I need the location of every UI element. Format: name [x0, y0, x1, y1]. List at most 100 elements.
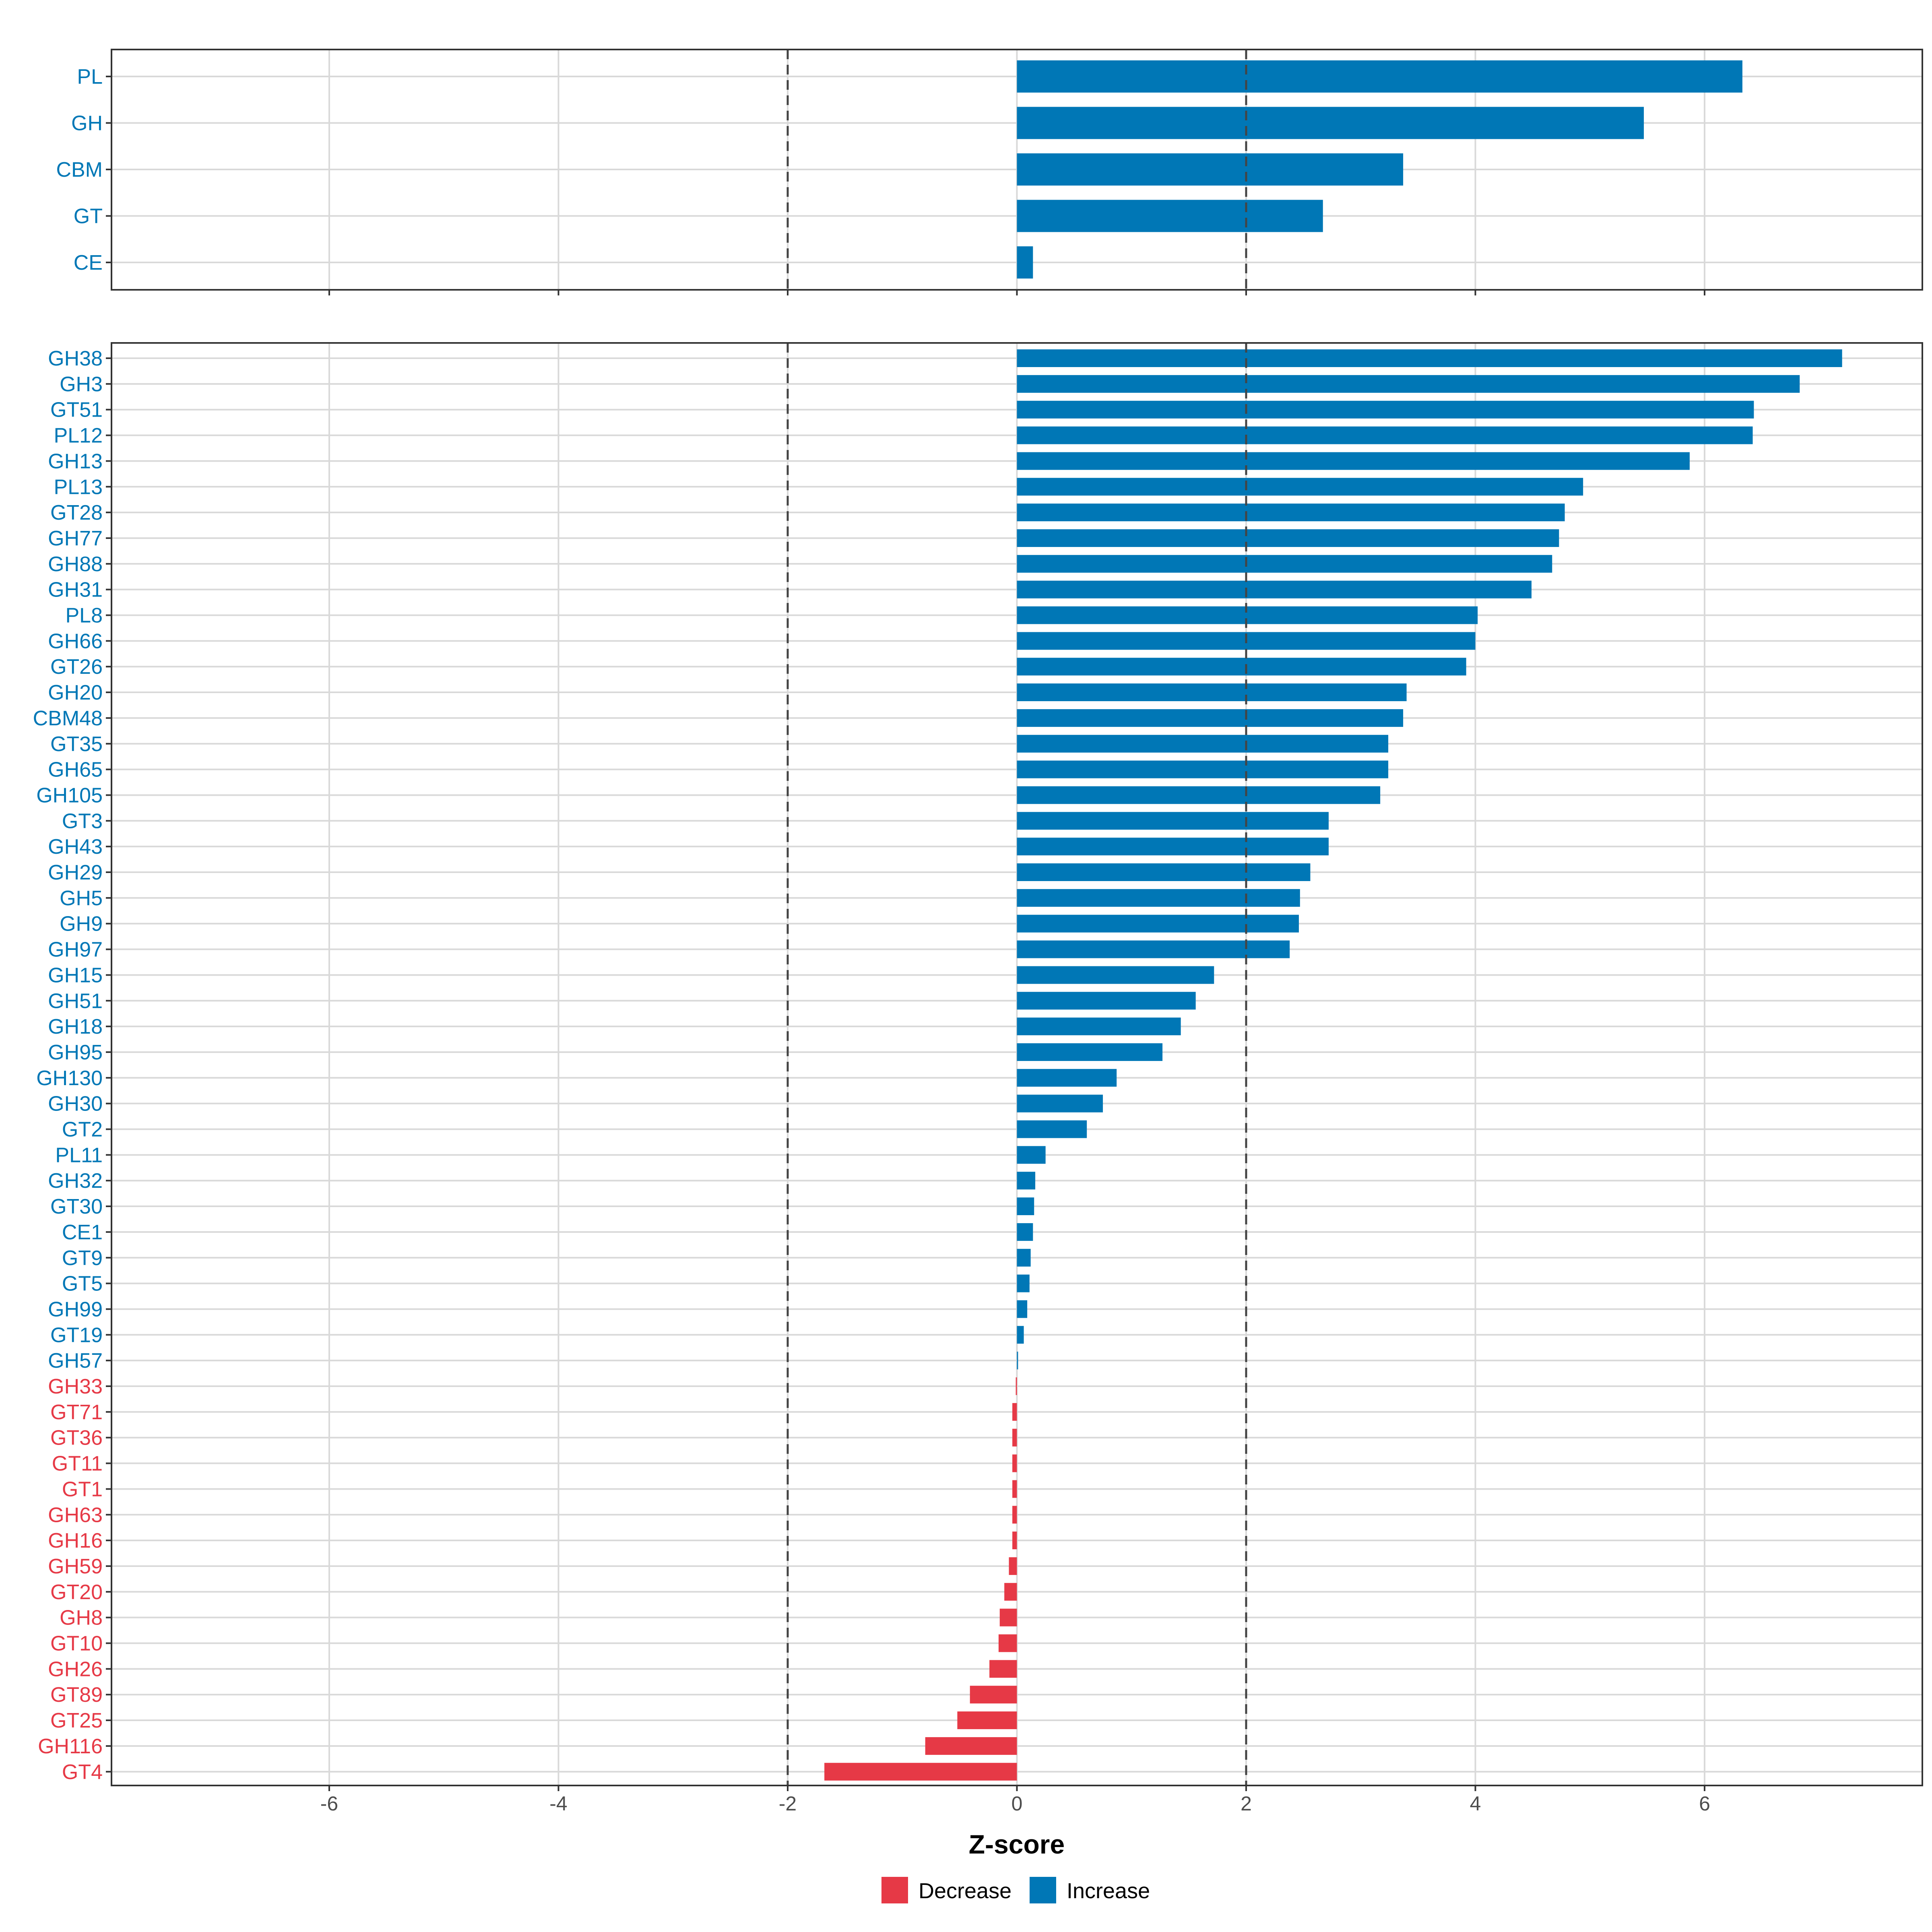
category-label-gh32: GH32 [48, 1169, 103, 1193]
bar-gt28 [1017, 504, 1565, 522]
x-tick-label-5: 4 [1470, 1792, 1481, 1815]
bar-gh26 [989, 1660, 1017, 1678]
bar-gh43 [1017, 838, 1329, 856]
category-label-gh130: GH130 [36, 1067, 103, 1090]
bar-gt71 [1012, 1403, 1017, 1421]
category-label-gh38: GH38 [48, 347, 103, 370]
bar-gh95 [1017, 1043, 1163, 1061]
bar-gt2 [1017, 1120, 1087, 1138]
bar-gt36 [1012, 1428, 1017, 1447]
bar-gh13 [1017, 452, 1690, 470]
bar-gh77 [1017, 529, 1559, 547]
x-tick-label-6: 6 [1699, 1792, 1710, 1815]
category-label-gh33: GH33 [48, 1375, 103, 1398]
category-label-pl: PL [77, 65, 103, 89]
category-label-gh26: GH26 [48, 1657, 103, 1681]
category-label-gt10: GT10 [50, 1632, 103, 1655]
category-label-gh57: GH57 [48, 1349, 103, 1373]
legend-swatch-increase [1030, 1877, 1056, 1903]
bar-gt1 [1012, 1480, 1017, 1498]
bar-gh18 [1017, 1018, 1181, 1036]
category-label-gt71: GT71 [50, 1401, 103, 1424]
legend-swatch-decrease [881, 1877, 908, 1903]
bar-cbm48 [1017, 709, 1404, 727]
category-label-gt36: GT36 [50, 1426, 103, 1450]
category-label-gt30: GT30 [50, 1195, 103, 1218]
category-label-gt19: GT19 [50, 1323, 103, 1347]
category-label-gt26: GT26 [50, 655, 103, 679]
category-label-pl12: PL12 [54, 424, 103, 448]
bar-ce [1017, 246, 1033, 279]
category-label-gh9: GH9 [60, 912, 103, 936]
bar-gh30 [1017, 1094, 1103, 1113]
category-label-gh66: GH66 [48, 630, 103, 653]
x-tick-label-1: -4 [549, 1792, 567, 1815]
bar-pl13 [1017, 478, 1583, 496]
bar-gt [1017, 200, 1323, 232]
category-label-pl8: PL8 [65, 604, 103, 627]
category-label-gh77: GH77 [48, 527, 103, 550]
category-label-gt20: GT20 [50, 1581, 103, 1604]
bar-gh5 [1017, 889, 1300, 907]
category-label-pl13: PL13 [54, 475, 103, 499]
category-label-gh43: GH43 [48, 835, 103, 859]
category-label-gt2: GT2 [62, 1118, 103, 1141]
category-label-gh30: GH30 [48, 1092, 103, 1116]
bar-gh65 [1017, 760, 1389, 778]
bar-gh32 [1017, 1172, 1036, 1190]
category-label-gh5: GH5 [60, 887, 103, 910]
bar-gh33 [1016, 1377, 1017, 1395]
x-axis-title: Z-score [969, 1829, 1065, 1859]
bar-gh29 [1017, 863, 1311, 881]
bar-gt25 [957, 1711, 1017, 1730]
bar-cbm [1017, 153, 1404, 186]
bar-ce1 [1017, 1223, 1033, 1241]
bar-gt4 [824, 1763, 1017, 1781]
bar-gh20 [1017, 683, 1407, 702]
bar-gh59 [1009, 1557, 1017, 1575]
bar-gh105 [1017, 786, 1381, 804]
category-label-gh18: GH18 [48, 1015, 103, 1038]
category-label-gh51: GH51 [48, 989, 103, 1013]
bar-gt26 [1017, 658, 1466, 676]
category-label-gt28: GT28 [50, 501, 103, 524]
bar-gh31 [1017, 580, 1532, 599]
legend: Decrease Increase [881, 1877, 1150, 1903]
bar-gt89 [970, 1686, 1017, 1704]
bar-gh97 [1017, 940, 1290, 958]
bar-gh63 [1012, 1506, 1017, 1524]
x-tick-label-3: 0 [1011, 1792, 1023, 1815]
category-label-gt5: GT5 [62, 1272, 103, 1296]
category-label-gh63: GH63 [48, 1503, 103, 1527]
bar-gh88 [1017, 555, 1552, 573]
category-label-gh: GH [71, 112, 103, 135]
category-label-gh59: GH59 [48, 1555, 103, 1578]
category-label-gt9: GT9 [62, 1247, 103, 1270]
category-label-gh99: GH99 [48, 1298, 103, 1321]
category-label-gh13: GH13 [48, 450, 103, 473]
top-panel: PL GH CBM GT CE [56, 49, 1923, 295]
bar-pl12 [1017, 426, 1753, 444]
category-label-cbm48: CBM48 [33, 707, 103, 730]
bar-gt35 [1017, 735, 1389, 753]
bar-gh16 [1012, 1532, 1017, 1550]
category-label-gt51: GT51 [50, 398, 103, 422]
bar-gh38 [1017, 349, 1842, 367]
category-label-gt1: GT1 [62, 1478, 103, 1501]
bar-gh8 [999, 1608, 1017, 1627]
bar-gh9 [1017, 914, 1299, 933]
x-tick-label-0: -6 [320, 1792, 338, 1815]
category-label-gh31: GH31 [48, 578, 103, 602]
category-label-gt25: GT25 [50, 1709, 103, 1732]
bar-gh15 [1017, 966, 1214, 984]
bar-gt5 [1017, 1274, 1030, 1292]
bar-gh [1017, 107, 1644, 139]
category-label-gt89: GT89 [50, 1683, 103, 1707]
bar-pl [1017, 60, 1742, 93]
bar-gt19 [1017, 1326, 1024, 1344]
bar-gh3 [1017, 375, 1800, 393]
x-tick-label-4: 2 [1241, 1792, 1252, 1815]
category-label-gt4: GT4 [62, 1761, 103, 1784]
category-label-gh105: GH105 [36, 784, 103, 807]
